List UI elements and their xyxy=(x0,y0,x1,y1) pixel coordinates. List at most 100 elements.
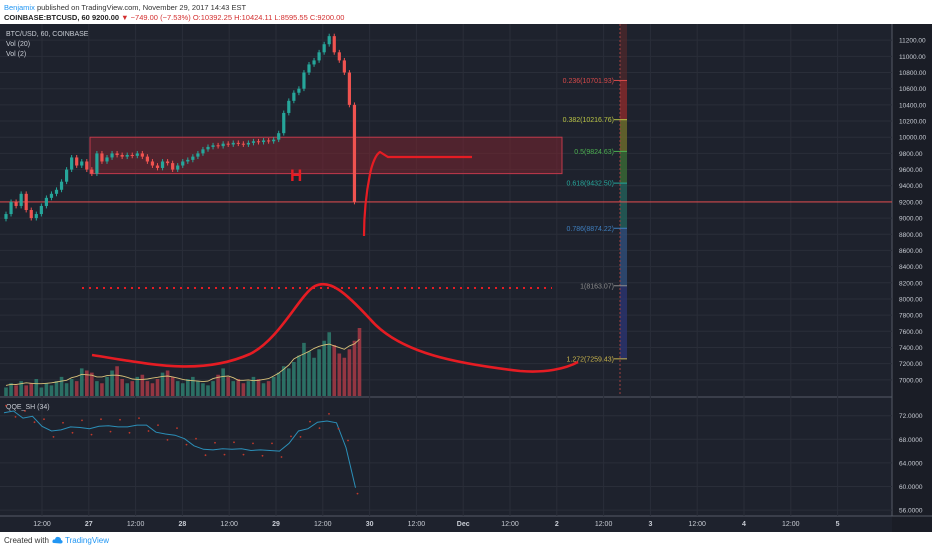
volume-bar xyxy=(352,340,357,396)
volume-bar xyxy=(49,385,54,396)
volume-bar xyxy=(69,379,74,396)
candle-body xyxy=(65,169,69,182)
author-link[interactable]: Benjamix xyxy=(4,3,35,12)
candle-body xyxy=(105,157,109,162)
qqe-point xyxy=(318,427,321,429)
candle-body xyxy=(191,156,195,160)
qqe-line xyxy=(3,410,356,488)
volume-bar xyxy=(317,349,321,396)
volume-bar xyxy=(211,381,215,396)
candle-body xyxy=(201,149,205,154)
candle-body xyxy=(44,197,48,206)
volume-bar xyxy=(337,353,342,396)
volume-bar xyxy=(297,355,301,396)
candle-body xyxy=(261,140,266,143)
volume-bar xyxy=(312,357,316,396)
qqe-point xyxy=(252,442,254,445)
price-tick-label: 10400.00 xyxy=(899,102,926,109)
qqe-point xyxy=(280,456,283,458)
fib-zone xyxy=(620,183,627,229)
qqe-legend: QQE_SH (34) xyxy=(6,404,50,411)
volume-bar xyxy=(322,340,326,396)
price-tick-label: 8000.00 xyxy=(899,296,923,303)
candle-body xyxy=(130,155,134,157)
qqe-point xyxy=(299,436,302,438)
candle-body xyxy=(342,60,346,73)
candle-body xyxy=(241,143,245,145)
volume-bar xyxy=(54,381,59,396)
time-tick-label: 12:00 xyxy=(688,521,706,528)
price-tick-label: 8600.00 xyxy=(899,248,923,255)
qqe-point xyxy=(356,492,359,495)
qqe-point xyxy=(185,443,188,446)
qqe-point xyxy=(81,419,83,422)
time-tick-label: 27 xyxy=(85,521,93,528)
volume-bar xyxy=(115,366,119,396)
candle-body xyxy=(246,142,250,145)
qqe-tick-label: 64.0000 xyxy=(899,460,923,467)
price-tick-label: 7200.00 xyxy=(899,361,923,368)
volume-bar xyxy=(180,383,185,396)
fib-level-label: 0.236(10701.93) xyxy=(563,78,614,85)
candle-body xyxy=(337,52,341,61)
tradingview-brand[interactable]: TradingView xyxy=(65,536,110,545)
candle-body xyxy=(19,193,23,206)
price-tick-label: 7600.00 xyxy=(899,329,923,336)
chart-area[interactable]: 7000.00 7200.00 7400.00 7600.00 7800.00 8000.… xyxy=(0,24,932,532)
time-tick-label: 12:00 xyxy=(408,521,426,528)
price-tick-label: 10600.00 xyxy=(899,86,926,93)
volume-bar xyxy=(64,383,69,396)
price-axis-background xyxy=(892,24,932,532)
candle-body xyxy=(4,214,8,219)
published-text: published on TradingView.com, November 2… xyxy=(36,3,247,12)
candle-body xyxy=(302,72,306,89)
qqe-point xyxy=(195,437,197,440)
volume-bar xyxy=(165,370,170,396)
candle-body xyxy=(186,159,190,162)
fib-level-label: 1(8163.07) xyxy=(580,283,614,290)
time-tick-label: Dec xyxy=(457,521,470,528)
price-tick-label: 11000.00 xyxy=(899,54,926,61)
volume-bar xyxy=(241,383,246,396)
candle-body xyxy=(54,189,59,194)
candle-body xyxy=(332,36,336,53)
time-tick-label: 5 xyxy=(836,521,840,528)
candle-body xyxy=(85,161,89,170)
price-tick-label: 7400.00 xyxy=(899,345,923,352)
price-tick-label: 9200.00 xyxy=(899,199,923,206)
volume-bar xyxy=(175,381,180,396)
fib-level-label: 0.786(8874.22) xyxy=(567,226,614,233)
candle-body xyxy=(181,161,185,166)
qqe-point xyxy=(166,439,169,441)
qqe-point xyxy=(71,431,74,434)
qqe-tick-label: 60.0000 xyxy=(899,484,923,491)
qqe-point xyxy=(147,430,150,432)
candle-body xyxy=(272,139,276,142)
candle-body xyxy=(59,181,64,190)
candle-body xyxy=(75,157,79,166)
volume-bar xyxy=(347,349,352,396)
candle-body xyxy=(231,142,235,145)
time-tick-label: 2 xyxy=(555,521,559,528)
candle-body xyxy=(206,146,210,150)
candle-body xyxy=(236,142,240,144)
candle-body xyxy=(150,161,155,166)
volume-bar xyxy=(120,379,124,396)
time-tick-label: 29 xyxy=(272,521,280,528)
qqe-point xyxy=(52,436,55,438)
candle-body xyxy=(166,161,170,164)
fib-zone xyxy=(620,285,627,359)
volume-bar xyxy=(4,387,8,396)
price-tick-label: 10000.00 xyxy=(899,135,926,142)
candle-body xyxy=(9,201,13,215)
candle-body xyxy=(29,210,33,219)
candle-body xyxy=(145,156,149,162)
qqe-point xyxy=(271,442,273,445)
qqe-tick-label: 56.0000 xyxy=(899,508,923,515)
qqe-point xyxy=(5,404,7,407)
volume-bar xyxy=(246,381,251,396)
volume-bar xyxy=(236,379,241,396)
candle-body xyxy=(171,163,175,170)
volume-bar xyxy=(231,381,236,396)
qqe-point xyxy=(290,435,292,438)
